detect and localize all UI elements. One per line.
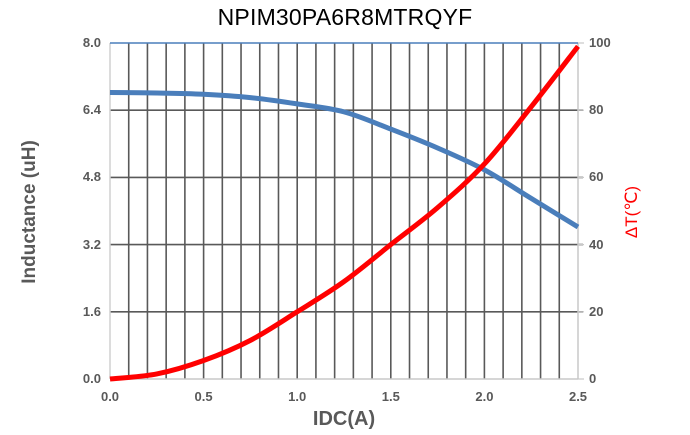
y-left-tick-label: 6.4 bbox=[82, 102, 101, 118]
y-right-tick-label: 60 bbox=[589, 169, 604, 185]
y-right-tick-label: 100 bbox=[589, 35, 611, 50]
chart-title: NPIM30PA6R8MTRQYF bbox=[217, 4, 473, 30]
y-left-tick-label: 1.6 bbox=[82, 303, 101, 319]
inductance-curve bbox=[109, 90, 580, 230]
y-right-tick-label: 40 bbox=[589, 236, 604, 252]
y-left-tick-label: 3.2 bbox=[82, 236, 101, 252]
y-right-tick-label: 0 bbox=[589, 371, 597, 386]
x-tick-label: 2.5 bbox=[568, 389, 588, 404]
x-tick-label: 0.5 bbox=[194, 389, 213, 404]
temperature-curve bbox=[109, 44, 580, 382]
x-tick-label: 1.0 bbox=[288, 389, 307, 404]
x-tick-label: 0.0 bbox=[100, 389, 120, 404]
y-left-tick-label: 4.8 bbox=[82, 169, 101, 185]
x-tick-label: 1.5 bbox=[381, 389, 400, 404]
y-left-tick-label: 0.0 bbox=[82, 371, 101, 386]
y-left-tick-label: 8.0 bbox=[82, 35, 101, 50]
y-right-tick-label: 80 bbox=[589, 102, 604, 118]
x-tick-label: 2.0 bbox=[475, 389, 494, 404]
y-right-tick-label: 20 bbox=[589, 303, 604, 319]
x-axis-title: IDC(A) bbox=[312, 408, 376, 430]
